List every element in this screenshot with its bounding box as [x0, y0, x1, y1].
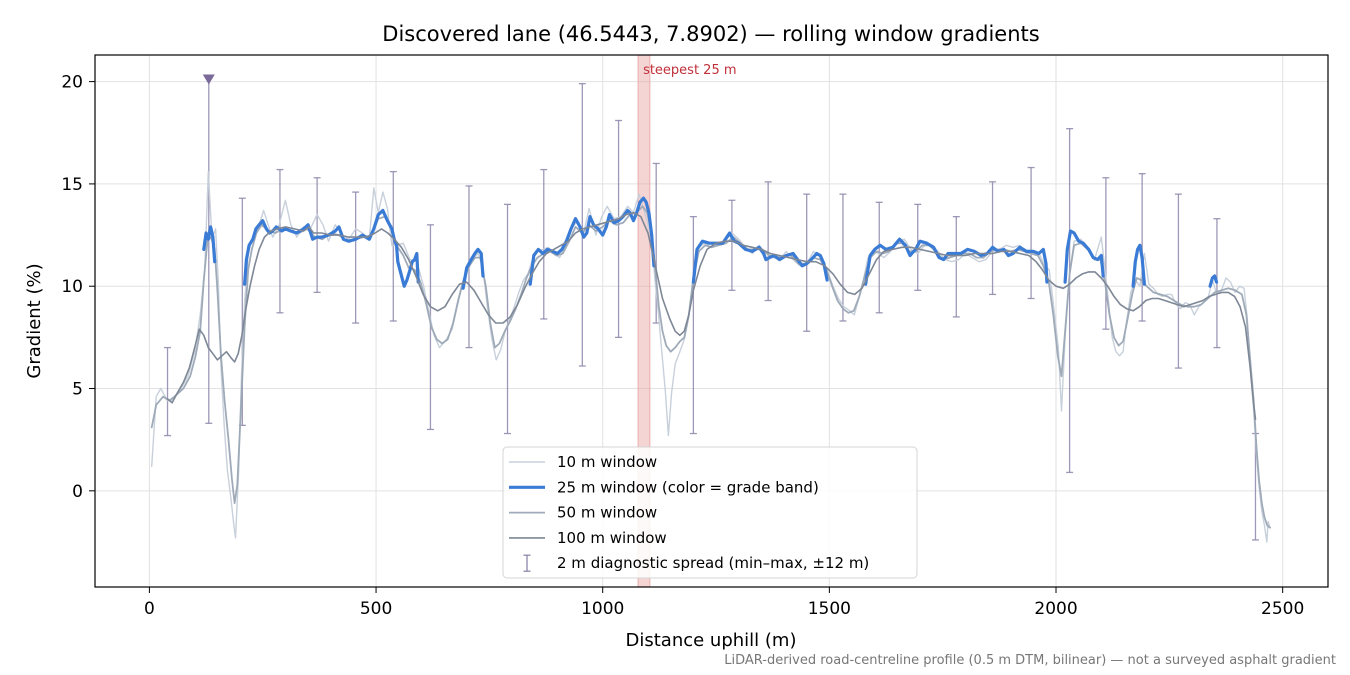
series-25m-segment-7: [1131, 243, 1146, 288]
x-tick-label-4: 2000: [1034, 599, 1077, 619]
x-tick-label-3: 1500: [808, 599, 851, 619]
legend-label-2: 50 m window: [557, 504, 657, 522]
x-tick-label-0: 0: [144, 599, 155, 619]
y-tick-label-3: 15: [61, 175, 83, 195]
series-25m-segment-8: [1208, 274, 1219, 288]
x-tick-label-2: 1000: [581, 599, 624, 619]
series-25m-segment-2: [461, 247, 485, 290]
grid: [95, 55, 1328, 587]
y-tick-label-2: 10: [61, 277, 83, 297]
legend-label-4: 2 m diagnostic spread (min–max, ±12 m): [557, 554, 869, 572]
legend-label-0: 10 m window: [557, 453, 657, 471]
footnote: LiDAR-derived road-centreline profile (0…: [724, 653, 1336, 668]
y-tick-label-0: 0: [72, 482, 83, 502]
x-tick-label-1: 500: [360, 599, 392, 619]
legend: 10 m window 25 m window (color = grade ba…: [502, 446, 918, 579]
plot-frame: [94, 54, 1329, 588]
series-25m-segment-6: [1063, 229, 1105, 284]
series-group: [150, 170, 1271, 543]
steepest-label: steepest 25 m: [643, 63, 736, 78]
y-tick-label-4: 20: [61, 73, 83, 93]
legend-box: [502, 446, 918, 579]
y-tick-label-1: 5: [72, 380, 83, 400]
x-tick-label-5: 2500: [1261, 599, 1304, 619]
peak-marker: [202, 74, 215, 85]
legend-label-3: 100 m window: [557, 529, 667, 547]
series-25m-segment-5: [864, 237, 1049, 286]
series-25m-segment-3: [528, 196, 656, 286]
series-100m-segment-0: [166, 211, 1257, 420]
chart-title: Discovered lane (46.5443, 7.8902) — roll…: [382, 22, 1039, 46]
axis-ticks: 0 500 1000 1500 2000 2500 0 5 10 15 20: [61, 73, 1304, 619]
peak-marker-group: [202, 74, 215, 85]
x-axis-label: Distance uphill (m): [626, 630, 797, 651]
series-25m-segment-1: [243, 208, 420, 288]
series-25m-segment-0: [202, 225, 217, 264]
y-axis-label: Gradient (%): [24, 263, 45, 378]
legend-label-1: 25 m window (color = grade band): [557, 478, 819, 496]
